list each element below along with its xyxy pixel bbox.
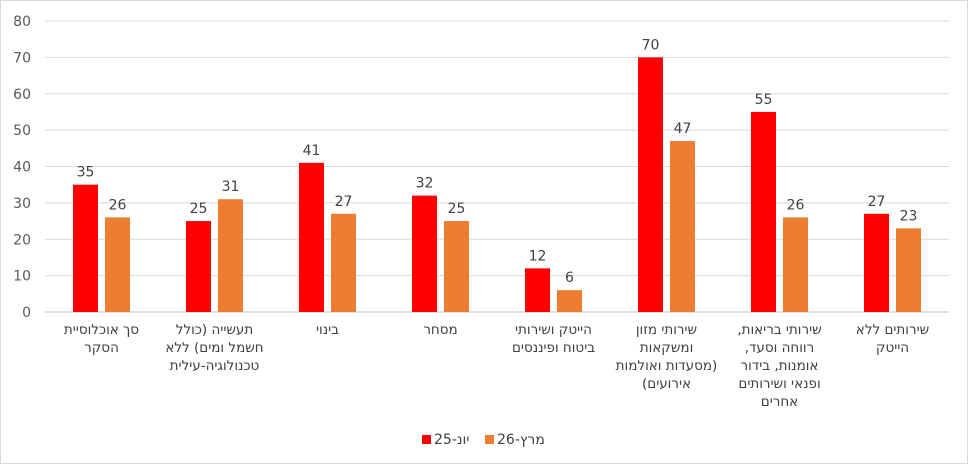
bar-jun25: [864, 213, 889, 312]
data-label: 70: [642, 37, 660, 53]
bar-mar26: [444, 221, 469, 312]
data-label: 55: [755, 92, 773, 108]
data-label: 25: [190, 201, 208, 217]
data-label: 26: [787, 197, 805, 213]
data-label: 26: [109, 197, 127, 213]
bar-jun25: [299, 162, 324, 312]
bar-mar26: [331, 213, 356, 312]
category-label: שירותי מזון ומשקאות (מסעדות ואולמות אירועים…: [616, 322, 718, 392]
data-label: 25: [448, 201, 466, 217]
category-label: שירותים ללא הייטק: [856, 322, 929, 356]
bar-mar26: [218, 199, 243, 312]
bar-jun25: [186, 221, 211, 312]
data-label: 31: [222, 179, 240, 195]
legend-label: מרץ-26: [497, 432, 545, 448]
legend-swatch: [422, 435, 431, 444]
data-label: 6: [565, 270, 574, 286]
y-tick-label: 20: [13, 232, 31, 248]
bar-jun25: [751, 111, 776, 312]
category-label: הייטק ושירותי ביטוח ופיננסים: [512, 322, 595, 356]
category-label: תעשייה (כולל חשמל ומים) ללא טכנולוגיה-עילי…: [165, 322, 263, 374]
bar-mar26: [105, 217, 130, 312]
y-tick-label: 0: [22, 305, 31, 321]
data-label: 12: [529, 248, 547, 264]
y-tick-label: 70: [13, 50, 31, 66]
category-label: סך אוכלוסיית הסקר: [64, 322, 139, 356]
category-label: שירותי בריאות, רווחה וסעד, אומנות, בידור ופ…: [737, 322, 821, 410]
bar-jun25: [638, 57, 663, 312]
data-label: 27: [335, 194, 353, 210]
legend-swatch: [485, 435, 494, 444]
data-label: 27: [868, 194, 886, 210]
data-label: 32: [416, 176, 434, 192]
legend-label: יונ-25: [434, 432, 469, 448]
category-label: מסחר: [423, 322, 457, 338]
bar-mar26: [557, 290, 582, 312]
bar-jun25: [412, 195, 437, 312]
y-tick-label: 10: [13, 269, 31, 285]
bar-mar26: [896, 228, 921, 312]
data-label: 41: [303, 143, 321, 159]
y-tick-label: 30: [13, 196, 31, 212]
y-tick-label: 50: [13, 123, 31, 139]
bar-jun25: [525, 268, 550, 312]
data-label: 47: [674, 121, 692, 137]
bar-mar26: [783, 217, 808, 312]
data-label: 23: [900, 208, 918, 224]
bar-mar26: [670, 141, 695, 312]
data-label: 35: [77, 165, 95, 181]
y-tick-label: 60: [13, 87, 31, 103]
y-tick-label: 40: [13, 160, 31, 176]
bar-jun25: [73, 184, 98, 312]
category-label: בינוי: [316, 322, 339, 338]
y-tick-label: 80: [13, 14, 31, 30]
